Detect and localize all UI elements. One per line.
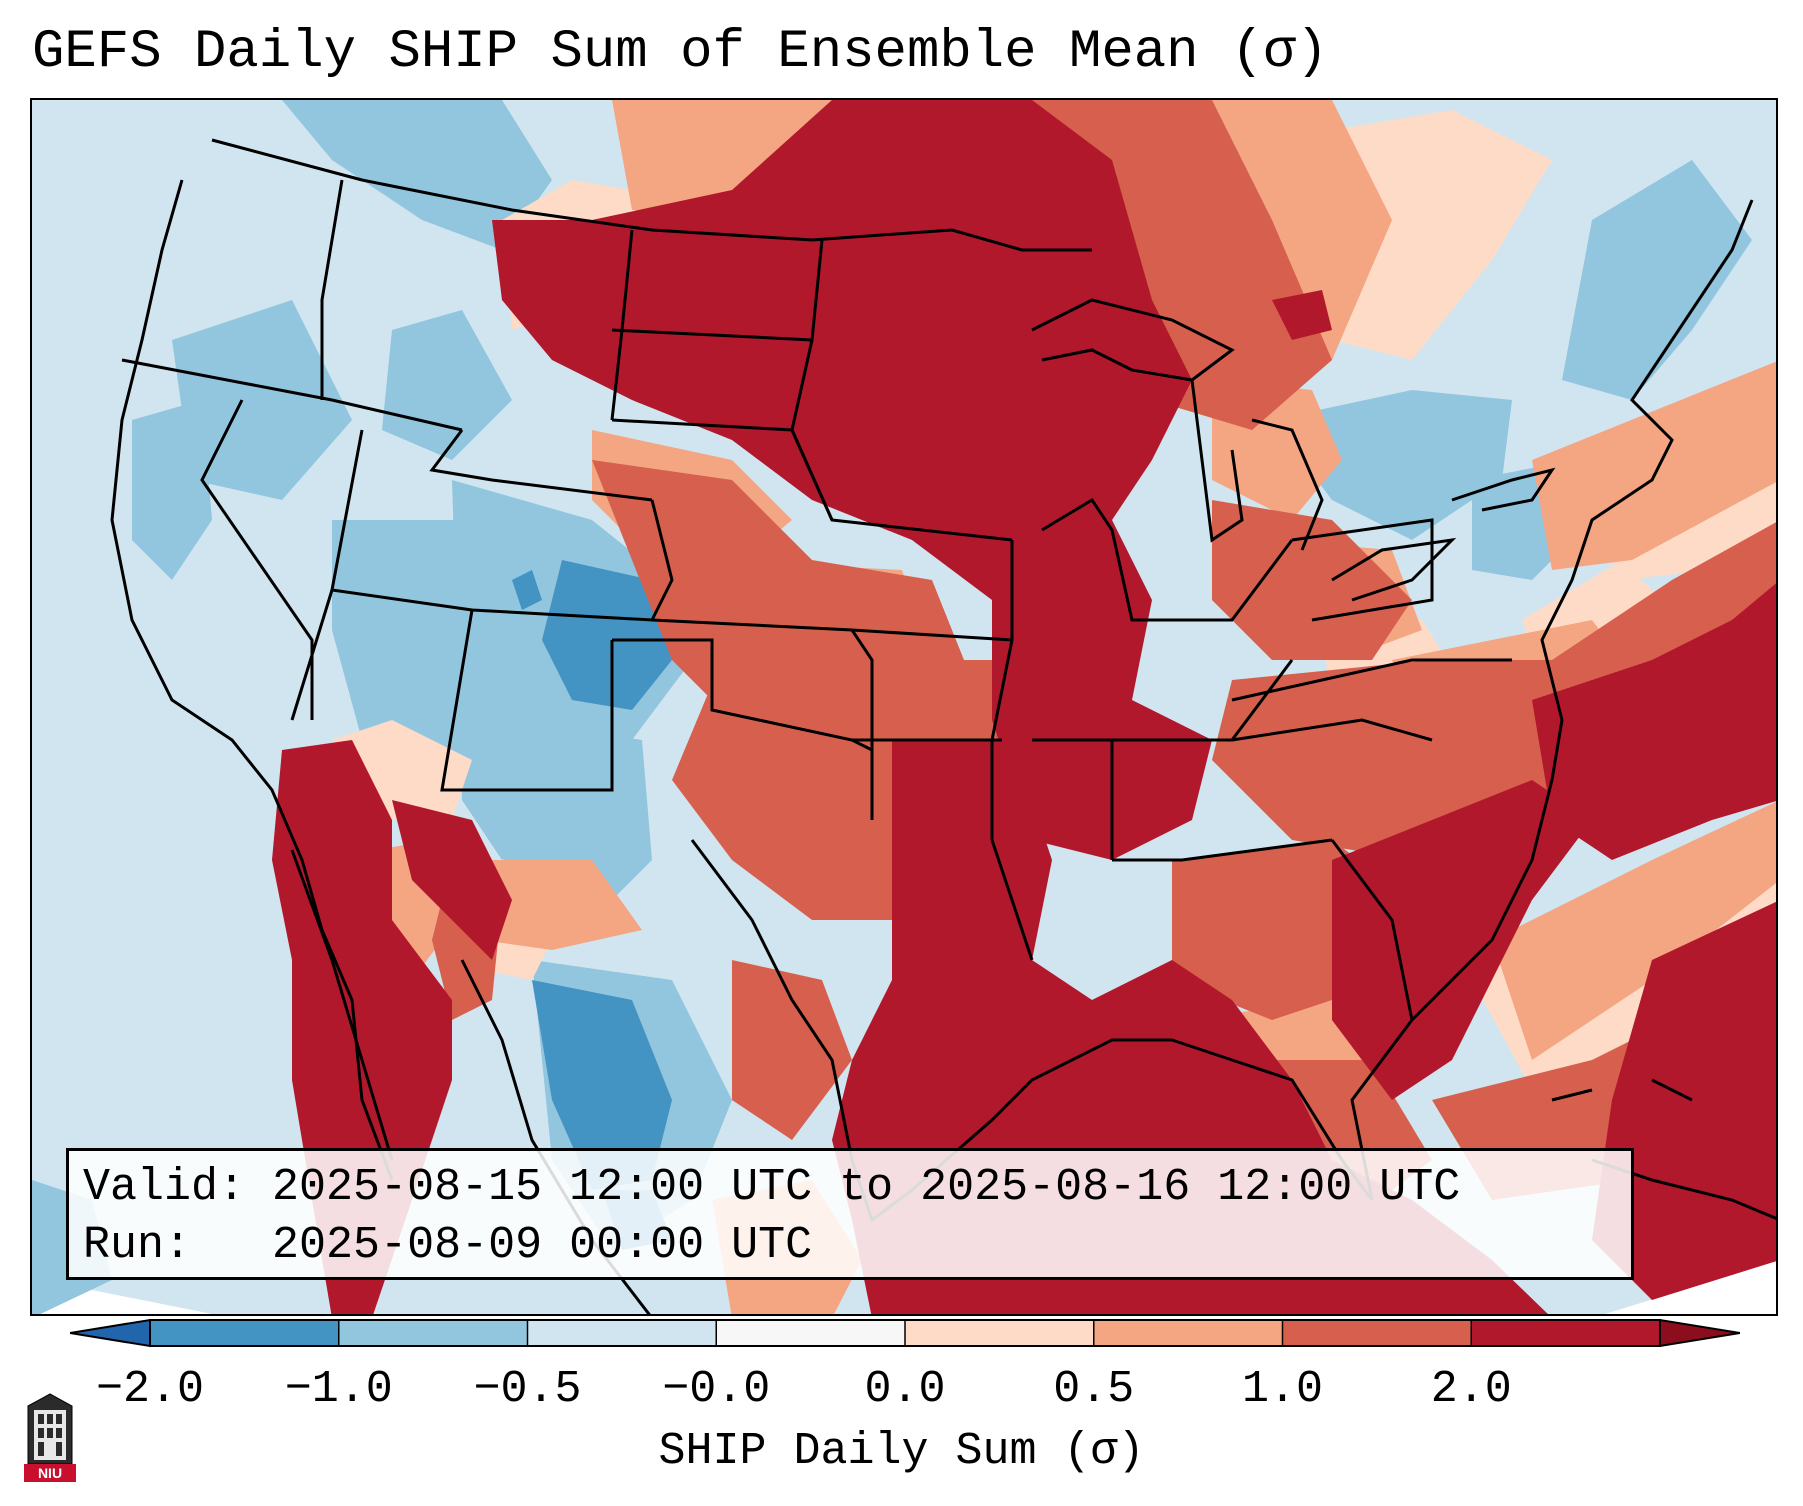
colorbar-segment [150, 1320, 340, 1346]
colorbar-tick-label: 0.0 [864, 1364, 946, 1415]
valid-label: Valid: [83, 1162, 246, 1213]
valid-run-info-box: Valid: 2025-08-15 12:00 UTC to 2025-08-1… [66, 1148, 1634, 1280]
colorbar-tick-label: −2.0 [95, 1364, 205, 1415]
colorbar-segments [150, 1320, 1661, 1346]
colorbar-segment [527, 1320, 717, 1346]
colorbar-tick-labels: −2.0 −1.0 −0.5 −0.0 0.0 0.5 1.0 2.0 [0, 1364, 1803, 1424]
map-panel [30, 98, 1778, 1316]
colorbar-over-arrow [1659, 1318, 1740, 1348]
colorbar-tick-label: 1.0 [1241, 1364, 1324, 1415]
colorbar-segment [338, 1320, 528, 1346]
colorbar-frame [149, 1319, 1661, 1347]
chart-title: GEFS Daily SHIP Sum of Ensemble Mean (σ) [32, 22, 1329, 83]
colorbar-segment [1282, 1320, 1472, 1346]
colorbar [70, 1318, 1740, 1348]
boundary-lines [110, 138, 1776, 1314]
colorbar-label: SHIP Daily Sum (σ) [658, 1426, 1145, 1477]
valid-time-range: 2025-08-15 12:00 UTC to 2025-08-16 12:00… [272, 1162, 1461, 1213]
colorbar-segment [1471, 1320, 1661, 1346]
colorbar-segment [905, 1320, 1095, 1346]
run-label: Run: [83, 1220, 192, 1271]
shaded-anomaly-map [32, 100, 1776, 1314]
run-time: 2025-08-09 00:00 UTC [272, 1220, 813, 1271]
colorbar-tick-label: −1.0 [284, 1364, 393, 1415]
colorbar-segment [1093, 1320, 1283, 1346]
colorbar-under-arrow [70, 1318, 151, 1348]
colorbar-segment [716, 1320, 906, 1346]
colorbar-tick-label: 0.5 [1053, 1364, 1135, 1415]
logo-text: NIU [38, 1465, 62, 1481]
colorbar-tick-label: 2.0 [1430, 1364, 1512, 1415]
niu-tower-logo-icon: NIU [24, 1393, 76, 1482]
colorbar-tick-label: −0.0 [662, 1364, 771, 1415]
colorbar-tick-label: −0.5 [473, 1364, 582, 1415]
